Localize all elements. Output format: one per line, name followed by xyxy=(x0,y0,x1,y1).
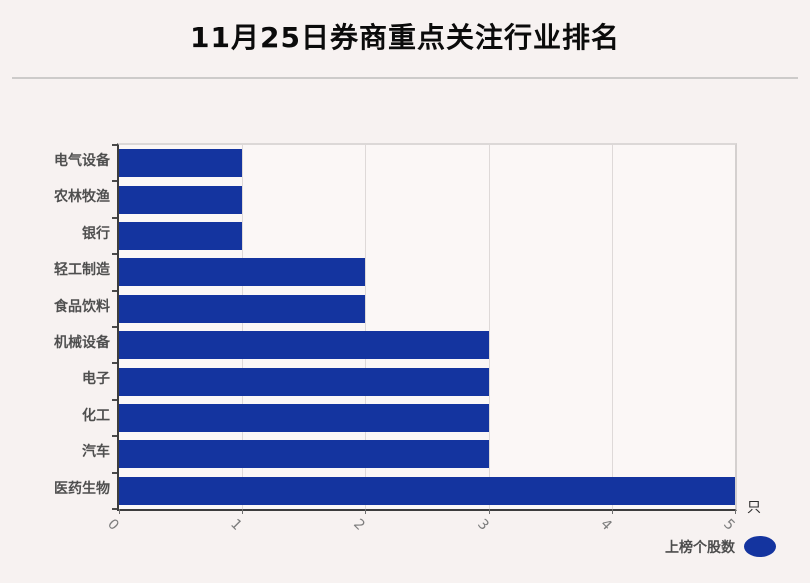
y-axis-tick xyxy=(112,471,117,474)
gridline xyxy=(488,145,490,509)
x-tick-label-1: 1 xyxy=(227,516,245,534)
bar-汽车 xyxy=(119,440,489,469)
category-label-农林牧渔: 农林牧渔 xyxy=(54,189,110,206)
category-label-食品饮料: 食品饮料 xyxy=(54,298,110,315)
x-tick-label-0: 0 xyxy=(104,516,122,534)
x-axis-unit-label: 只 xyxy=(747,500,761,516)
plot-area xyxy=(112,143,737,511)
x-axis-tick xyxy=(488,509,490,514)
y-axis-tick xyxy=(112,180,117,183)
x-tick-label-2: 2 xyxy=(350,516,369,534)
y-axis-tick xyxy=(112,144,117,146)
x-tick-label-4: 4 xyxy=(596,516,615,534)
title-divider xyxy=(12,77,798,79)
bar-医药生物 xyxy=(119,476,735,505)
bar-化工 xyxy=(119,404,489,432)
category-label-银行: 银行 xyxy=(82,225,110,242)
category-label-汽车: 汽车 xyxy=(82,444,110,461)
x-axis-tick xyxy=(365,509,367,514)
category-label-电子: 电子 xyxy=(82,371,110,388)
category-label-化工: 化工 xyxy=(82,407,110,424)
x-axis-tick xyxy=(611,509,613,514)
bar-银行 xyxy=(119,222,243,250)
bar-轻工制造 xyxy=(119,258,366,287)
legend-marker-dot xyxy=(744,536,776,557)
bar-机械设备 xyxy=(119,331,489,360)
category-label-医药生物: 医药生物 xyxy=(54,480,110,497)
y-axis-tick xyxy=(112,508,117,510)
y-axis-tick xyxy=(112,362,117,365)
y-axis-tick xyxy=(112,289,117,292)
category-label-机械设备: 机械设备 xyxy=(54,335,110,351)
x-tick-label-5: 5 xyxy=(720,516,738,534)
gridline xyxy=(611,145,613,509)
gridline xyxy=(365,145,367,509)
x-axis-tick xyxy=(242,509,244,514)
bar-农林牧渔 xyxy=(119,185,243,214)
category-label-电气设备: 电气设备 xyxy=(54,153,110,169)
x-axis-tick xyxy=(119,509,120,514)
gridline xyxy=(242,145,244,509)
y-axis-tick xyxy=(112,253,117,256)
page-title: 11月25日券商重点关注行业排名 xyxy=(190,21,620,54)
x-axis-tick xyxy=(735,509,736,514)
y-axis-tick xyxy=(112,326,117,328)
bar-食品饮料 xyxy=(119,294,366,323)
y-axis-tick xyxy=(112,216,117,219)
bar-电子 xyxy=(119,367,489,396)
legend-label: 上榜个股数 xyxy=(665,539,735,556)
category-label-轻工制造: 轻工制造 xyxy=(54,262,110,279)
bar-电气设备 xyxy=(119,149,243,178)
y-axis-tick xyxy=(112,435,117,438)
x-tick-label-3: 3 xyxy=(473,516,492,534)
legend: 上榜个股数 xyxy=(665,536,776,557)
y-axis-tick xyxy=(112,398,117,401)
